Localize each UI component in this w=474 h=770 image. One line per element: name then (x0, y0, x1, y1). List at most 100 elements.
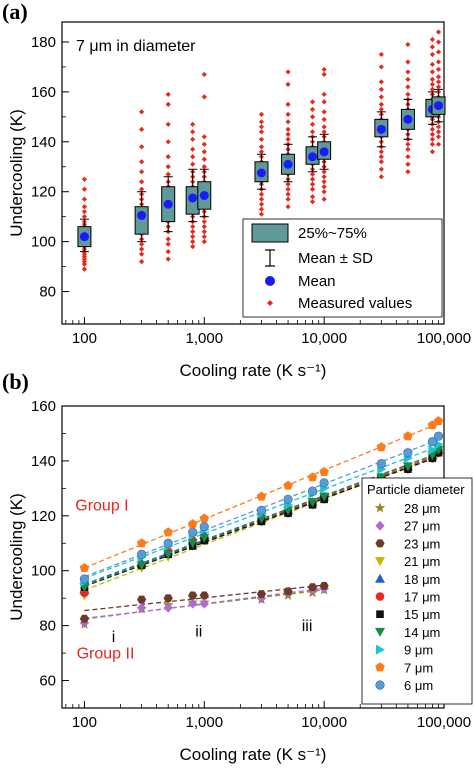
measured-point (285, 181, 291, 187)
legend-entry-measured: Measured values (298, 295, 412, 312)
data-marker (199, 522, 209, 532)
data-marker (433, 416, 444, 426)
measured-point (435, 66, 442, 73)
measured-point (165, 154, 171, 160)
panel-a-x-label: Cooling rate (K s⁻¹) (180, 361, 327, 380)
legend-entry: 28 μm (404, 501, 440, 516)
measured-point (285, 136, 291, 142)
legend-marker (375, 573, 385, 583)
legend-box-swatch (251, 223, 289, 243)
data-marker (428, 444, 438, 455)
panel-a-x-tick-label: 100 (72, 330, 97, 347)
measured-point (321, 66, 327, 73)
measured-point (321, 189, 327, 195)
measured-point (309, 129, 316, 135)
measured-point (165, 91, 171, 97)
panel-b-annotation: ii (195, 624, 202, 641)
measured-point (165, 241, 171, 247)
legend-entry: 15 μm (404, 607, 440, 622)
panel-b-x-tick-label: 100 (72, 714, 97, 731)
measured-point (309, 99, 316, 105)
measured-point (285, 101, 291, 107)
measured-point (429, 141, 435, 147)
measured-point (429, 61, 435, 68)
measured-point (429, 149, 435, 155)
panel-b-annotation: i (112, 629, 116, 646)
data-marker (188, 591, 198, 600)
mean-marker (434, 101, 444, 111)
measured-point (429, 86, 435, 92)
legend-entry-sd: Mean ± SD (298, 250, 373, 267)
measured-point (81, 186, 88, 192)
data-marker (188, 527, 198, 537)
measured-point (285, 126, 291, 132)
measured-point (139, 159, 145, 165)
measured-point (81, 266, 88, 272)
measured-point (165, 121, 171, 127)
mean-marker (376, 124, 386, 134)
data-marker (402, 462, 413, 472)
measured-point (321, 116, 327, 122)
measured-point (378, 149, 384, 155)
data-marker (256, 590, 267, 599)
legend-entry: 18 μm (404, 572, 440, 587)
data-marker (163, 594, 173, 603)
measured-point (285, 131, 291, 137)
panel-b-markers (79, 416, 444, 629)
legend-mean-swatch (265, 276, 275, 286)
measured-point (429, 136, 435, 142)
panel-b-y-tick-label: 80 (39, 618, 56, 635)
measured-point (321, 91, 327, 97)
measured-point (201, 234, 207, 240)
measured-point (429, 51, 435, 58)
measured-point (190, 154, 196, 160)
legend-marker (375, 662, 385, 672)
panel-a-x-tick-label: 10,000 (301, 330, 347, 347)
measured-point (429, 126, 435, 132)
measured-point (378, 154, 384, 160)
data-marker (307, 498, 318, 508)
iqr-box (134, 206, 149, 235)
data-marker (79, 574, 90, 584)
panel-b-y-tick-label: 120 (31, 508, 56, 525)
measured-point (405, 59, 411, 65)
measured-point (165, 101, 171, 107)
panel-a-legend: 25%~75% Mean ± SD Mean Measured values (242, 218, 443, 318)
data-marker (188, 598, 198, 609)
measured-point (309, 199, 316, 205)
data-marker (199, 513, 210, 523)
data-marker (199, 598, 209, 609)
data-marker (403, 448, 413, 458)
measured-point (139, 246, 145, 252)
measured-point (321, 124, 327, 130)
measured-point (429, 76, 435, 83)
panel-b-label: (b) (2, 369, 29, 394)
measured-point (190, 224, 196, 230)
panel-b-annotation: Group II (77, 646, 135, 663)
panel-b: (b) 100 1,000 10,000 100,000 60 80 100 120 140 16… (2, 369, 473, 764)
measured-point (405, 91, 411, 97)
panel-a-x-tick-label: 1,000 (186, 330, 224, 347)
measured-point (258, 136, 265, 142)
measured-point (309, 181, 316, 187)
data-marker (433, 431, 444, 441)
measured-point (201, 141, 207, 147)
measured-point (81, 196, 88, 202)
legend-marker (374, 502, 386, 513)
legend-entry: 6 μm (404, 678, 433, 693)
measured-point (190, 234, 196, 240)
legend-entry: 7 μm (404, 660, 433, 675)
mean-marker (188, 193, 198, 203)
measured-point (405, 69, 411, 75)
measured-point (429, 81, 435, 87)
data-marker (163, 527, 173, 537)
panel-b-x-label: Cooling rate (K s⁻¹) (180, 745, 327, 764)
mean-marker (163, 199, 173, 209)
legend-entry-box: 25%~75% (298, 225, 367, 242)
measured-point (435, 59, 442, 65)
data-marker (319, 581, 329, 590)
panel-b-annotation: iii (302, 618, 313, 635)
measured-point (429, 44, 435, 50)
measured-point (285, 191, 291, 197)
